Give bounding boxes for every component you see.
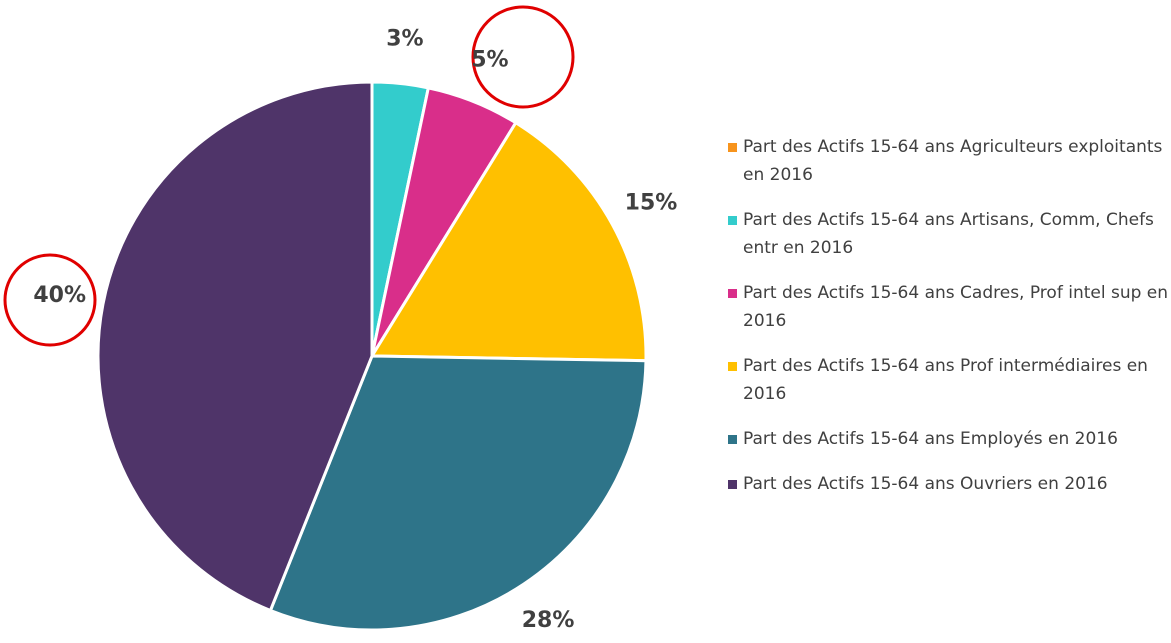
legend-item: Part des Actifs 15-64 ans Ouvriers en 20…: [724, 470, 1169, 498]
annotation-circle: [3, 253, 97, 347]
legend-swatch: [728, 435, 737, 444]
legend-item: Part des Actifs 15-64 ans Employés en 20…: [724, 425, 1169, 453]
value-label: 28%: [522, 608, 575, 633]
value-label: 5%: [471, 48, 508, 73]
value-label: 40%: [33, 283, 86, 308]
legend-item: Part des Actifs 15-64 ans Artisans, Comm…: [724, 206, 1169, 262]
legend-swatch: [728, 480, 737, 489]
legend: Part des Actifs 15-64 ans Agriculteurs e…: [724, 133, 1169, 515]
legend-label: Part des Actifs 15-64 ans Employés en 20…: [743, 429, 1118, 449]
legend-swatch: [728, 289, 737, 298]
slice: [96, 80, 374, 613]
value-label: 3%: [386, 27, 423, 52]
legend-label: Part des Actifs 15-64 ans Prof intermédi…: [743, 356, 1148, 404]
legend-swatch: [728, 362, 737, 371]
slice: [369, 120, 648, 363]
legend-label: Part des Actifs 15-64 ans Ouvriers en 20…: [743, 474, 1108, 494]
legend-label: Part des Actifs 15-64 ans Agriculteurs e…: [743, 137, 1163, 185]
legend-swatch: [728, 143, 737, 152]
annotation-circle: [471, 5, 575, 109]
legend-label: Part des Actifs 15-64 ans Artisans, Comm…: [743, 210, 1154, 258]
legend-swatch: [728, 216, 737, 225]
legend-item: Part des Actifs 15-64 ans Agriculteurs e…: [724, 133, 1169, 189]
legend-item: Part des Actifs 15-64 ans Cadres, Prof i…: [724, 279, 1169, 335]
legend-item: Part des Actifs 15-64 ans Prof intermédi…: [724, 352, 1169, 408]
legend-label: Part des Actifs 15-64 ans Cadres, Prof i…: [743, 283, 1169, 331]
slice: [268, 354, 648, 632]
value-label: 15%: [625, 190, 678, 215]
